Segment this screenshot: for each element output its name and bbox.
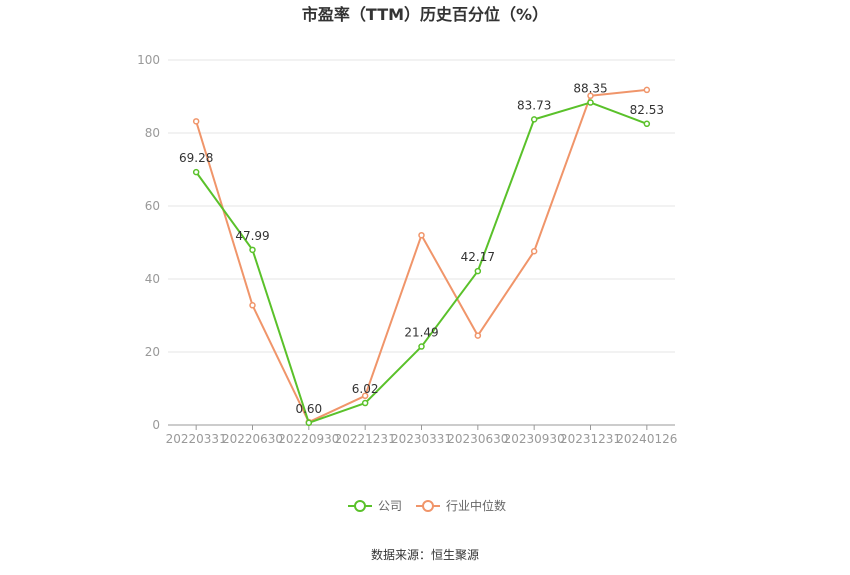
legend-item-0: 公司 (348, 499, 402, 513)
x-tick-label: 20240126 (616, 432, 677, 446)
series-point-0 (361, 399, 369, 407)
y-tick-label: 0 (152, 418, 160, 432)
data-label: 0.60 (295, 402, 322, 416)
y-tick-label: 20 (145, 345, 160, 359)
x-tick-label: 20220930 (278, 432, 339, 446)
series-point-0 (192, 168, 200, 176)
series-point-1 (643, 86, 651, 94)
grid-layer (168, 59, 675, 353)
legend-label: 公司 (378, 499, 402, 513)
series-point-1 (530, 248, 538, 255)
data-label: 82.53 (630, 103, 664, 117)
series-point-0 (643, 120, 651, 128)
series-point-1 (587, 92, 594, 100)
x-tick-label: 20230630 (447, 432, 508, 446)
x-tick-label: 20230331 (391, 432, 452, 446)
data-label: 42.17 (461, 250, 495, 264)
series-point-0 (249, 246, 256, 254)
series-point-0 (305, 419, 313, 427)
label-layer: 69.28 47.99 0.60 6.02 21.49 42.17 83.73 88.35 82… (179, 82, 664, 416)
legend-item-1: 行业中位数 (416, 498, 506, 513)
series-point-1 (418, 231, 425, 239)
series-point-0 (474, 267, 482, 275)
legend: 公司 行业中位数 (348, 498, 506, 513)
y-tick-label: 40 (145, 272, 160, 286)
chart-title: 市盈率（TTM）历史百分位（%） (302, 5, 548, 24)
data-label: 69.28 (179, 151, 213, 165)
y-tick-label: 60 (145, 199, 160, 213)
x-tick-label: 20221231 (335, 432, 396, 446)
legend-label: 行业中位数 (446, 498, 506, 513)
legend-marker (354, 500, 366, 512)
y-tick-label: 100 (137, 53, 160, 67)
series-line-1 (195, 88, 647, 424)
x-tick-label: 20220331 (166, 432, 227, 446)
series-point-0 (587, 99, 594, 106)
series-point-1 (361, 392, 369, 400)
series-point-0 (530, 116, 538, 123)
data-label: 88.35 (573, 82, 607, 96)
series-line-0 (195, 101, 648, 424)
series-point-1 (192, 118, 200, 125)
x-tick-label: 20231231 (560, 432, 621, 446)
axis-layer: 0 20 40 60 80 100 2022033120220630202209302022… (137, 53, 677, 446)
data-label: 6.02 (352, 382, 379, 396)
x-tick-label: 20230930 (504, 432, 565, 446)
series-point-1 (249, 302, 256, 309)
legend-marker (422, 500, 434, 512)
series-point-1 (474, 332, 482, 339)
series-layer (192, 86, 651, 427)
data-label: 83.73 (517, 98, 551, 112)
y-tick-label: 80 (145, 126, 160, 140)
series-point-0 (418, 343, 425, 350)
data-label: 47.99 (235, 229, 269, 243)
data-label: 21.49 (404, 326, 438, 340)
x-tick-label: 20220630 (222, 432, 283, 446)
data-source: 数据来源：恒生聚源 (371, 547, 479, 562)
